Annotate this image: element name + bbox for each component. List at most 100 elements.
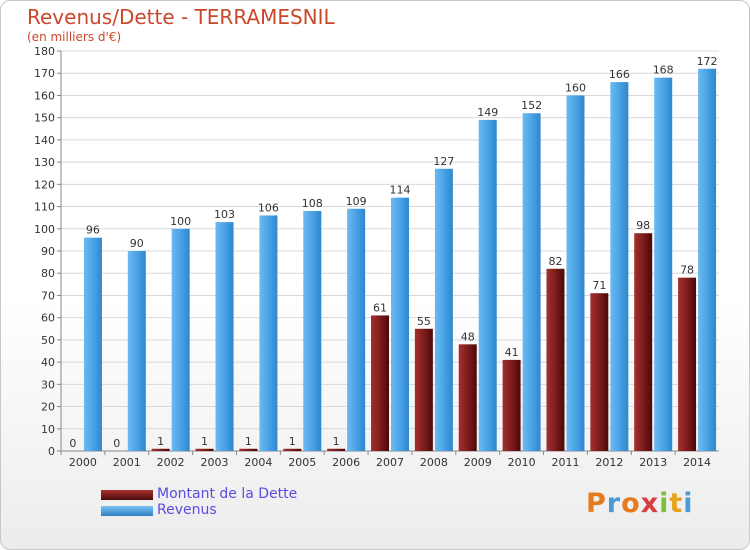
bar-debt bbox=[327, 448, 346, 451]
bar-debt bbox=[151, 448, 170, 451]
data-label-revenue: 90 bbox=[130, 237, 144, 250]
bar-debt bbox=[590, 293, 609, 451]
data-label-debt: 78 bbox=[680, 264, 694, 277]
y-tick-label: 140 bbox=[34, 134, 55, 147]
data-label-revenue: 108 bbox=[302, 197, 323, 210]
data-label-debt: 1 bbox=[289, 435, 296, 448]
data-label-debt: 1 bbox=[245, 435, 252, 448]
bar-debt bbox=[502, 359, 521, 451]
y-tick-label: 120 bbox=[34, 178, 55, 191]
data-label-debt: 71 bbox=[592, 279, 606, 292]
data-label-debt: 61 bbox=[373, 301, 387, 314]
data-label-revenue: 172 bbox=[697, 55, 718, 68]
chart-subtitle: (en milliers d'€) bbox=[27, 30, 122, 44]
bar-revenue bbox=[566, 95, 585, 451]
data-label-revenue: 152 bbox=[521, 99, 542, 112]
chart-title: Revenus/Dette - TERRAMESNIL bbox=[27, 5, 335, 29]
data-label-debt: 82 bbox=[548, 255, 562, 268]
y-tick-label: 40 bbox=[41, 356, 55, 369]
logo-letter: i bbox=[683, 488, 694, 519]
data-label-revenue: 106 bbox=[258, 201, 279, 214]
x-tick-label: 2007 bbox=[376, 456, 404, 469]
y-tick-label: 100 bbox=[34, 223, 55, 236]
y-tick-label: 0 bbox=[48, 445, 55, 458]
x-tick-label: 2005 bbox=[288, 456, 316, 469]
x-tick-label: 2001 bbox=[113, 456, 141, 469]
bar-revenue bbox=[127, 251, 146, 451]
data-label-revenue: 100 bbox=[170, 215, 191, 228]
bar-revenue bbox=[259, 215, 278, 451]
logo-letter: i bbox=[659, 488, 670, 519]
y-tick-label: 160 bbox=[34, 89, 55, 102]
y-tick-label: 180 bbox=[34, 45, 55, 58]
data-label-debt: 55 bbox=[417, 315, 431, 328]
bar-revenue bbox=[303, 211, 322, 451]
logo-letter: o bbox=[621, 488, 641, 519]
data-label-revenue: 160 bbox=[565, 81, 586, 94]
data-label-revenue: 168 bbox=[653, 64, 674, 77]
y-tick-label: 20 bbox=[41, 401, 55, 414]
bar-revenue bbox=[434, 168, 453, 451]
bar-debt bbox=[546, 268, 565, 451]
x-tick-label: 2008 bbox=[420, 456, 448, 469]
x-tick-label: 2012 bbox=[595, 456, 623, 469]
x-tick-label: 2000 bbox=[69, 456, 97, 469]
data-label-debt: 0 bbox=[69, 437, 76, 450]
bar-debt bbox=[458, 344, 477, 451]
bar-debt bbox=[371, 315, 389, 451]
data-label-debt: 0 bbox=[113, 437, 120, 450]
bar-debt bbox=[634, 233, 653, 451]
x-tick-label: 2009 bbox=[464, 456, 492, 469]
data-label-revenue: 114 bbox=[390, 184, 411, 197]
x-tick-label: 2006 bbox=[332, 456, 360, 469]
bar-revenue bbox=[478, 119, 497, 451]
y-tick-label: 50 bbox=[41, 334, 55, 347]
logo-letter: x bbox=[640, 488, 660, 519]
bar-revenue bbox=[83, 237, 102, 451]
x-tick-label: 2010 bbox=[508, 456, 536, 469]
y-tick-label: 60 bbox=[41, 312, 55, 325]
bar-debt bbox=[239, 448, 258, 451]
data-label-revenue: 109 bbox=[346, 195, 367, 208]
bar-revenue bbox=[347, 208, 366, 451]
y-tick-label: 130 bbox=[34, 156, 55, 169]
bar-revenue bbox=[698, 68, 717, 452]
logo-letter: P bbox=[586, 488, 607, 519]
bar-debt bbox=[678, 277, 697, 451]
y-tick-label: 70 bbox=[41, 289, 55, 302]
bar-revenue bbox=[610, 82, 629, 451]
data-label-debt: 41 bbox=[505, 346, 519, 359]
y-tick-label: 30 bbox=[41, 378, 55, 391]
data-label-debt: 48 bbox=[461, 330, 475, 343]
x-tick-label: 2013 bbox=[639, 456, 667, 469]
y-tick-label: 110 bbox=[34, 201, 55, 214]
data-label-debt: 98 bbox=[636, 219, 650, 232]
data-label-revenue: 149 bbox=[477, 106, 498, 119]
bar-revenue bbox=[215, 222, 234, 451]
x-tick-label: 2014 bbox=[683, 456, 711, 469]
data-label-revenue: 127 bbox=[433, 155, 454, 168]
legend-label-debt: Montant de la Dette bbox=[157, 486, 298, 502]
bar-debt bbox=[283, 448, 302, 451]
data-label-debt: 1 bbox=[157, 435, 164, 448]
legend-swatch-debt bbox=[101, 490, 153, 500]
x-tick-label: 2003 bbox=[201, 456, 229, 469]
proxiti-logo: Proxiti bbox=[586, 488, 694, 519]
bar-revenue bbox=[522, 113, 541, 451]
bar-debt bbox=[195, 448, 214, 451]
x-tick-label: 2002 bbox=[157, 456, 185, 469]
data-label-revenue: 103 bbox=[214, 208, 235, 221]
legend-swatch-revenue bbox=[101, 506, 153, 516]
data-label-debt: 1 bbox=[201, 435, 208, 448]
bar-revenue bbox=[391, 197, 409, 451]
logo-letter: r bbox=[606, 488, 622, 519]
data-label-revenue: 166 bbox=[609, 68, 630, 81]
y-tick-label: 90 bbox=[41, 245, 55, 258]
x-tick-label: 2004 bbox=[244, 456, 272, 469]
logo-letter: t bbox=[669, 488, 684, 519]
y-tick-label: 10 bbox=[41, 423, 55, 436]
bar-debt bbox=[414, 328, 433, 451]
bar-revenue bbox=[654, 77, 673, 452]
